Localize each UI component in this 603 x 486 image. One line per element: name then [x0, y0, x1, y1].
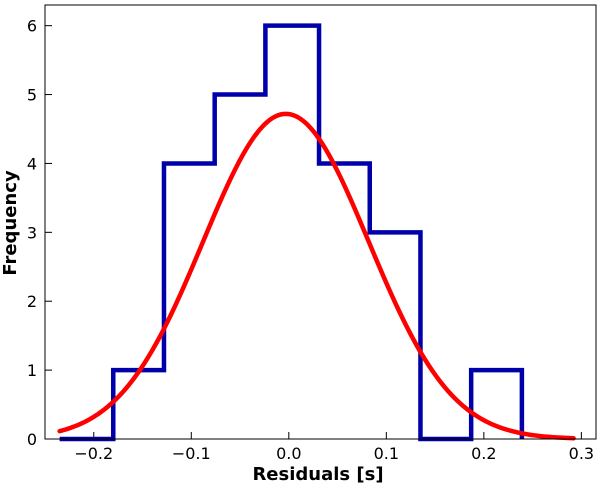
y-tick-label: 1 [27, 361, 37, 380]
y-tick-label: 0 [27, 430, 37, 449]
x-axis-ticks: −0.2 −0.1 0.0 0.1 0.2 0.3 [74, 432, 594, 463]
x-tick-label: 0.2 [471, 444, 496, 463]
x-tick-label: 0.1 [374, 444, 399, 463]
x-tick-label: −0.1 [172, 444, 211, 463]
y-tick-label: 3 [27, 223, 37, 242]
y-tick-label: 6 [27, 17, 37, 36]
gaussian-fit-curve [57, 111, 576, 441]
y-tick-label: 2 [27, 292, 37, 311]
y-axis-label: Frequency [0, 170, 21, 276]
x-tick-label: 0.0 [276, 444, 301, 463]
y-tick-label: 4 [27, 154, 37, 173]
y-tick-label: 5 [27, 86, 37, 105]
x-axis-label: Residuals [s] [252, 464, 383, 485]
y-axis-ticks: 0 1 2 3 4 5 6 [27, 17, 52, 449]
x-tick-label: 0.3 [569, 444, 594, 463]
plot-frame [44, 4, 597, 440]
x-tick-label: −0.2 [74, 444, 113, 463]
